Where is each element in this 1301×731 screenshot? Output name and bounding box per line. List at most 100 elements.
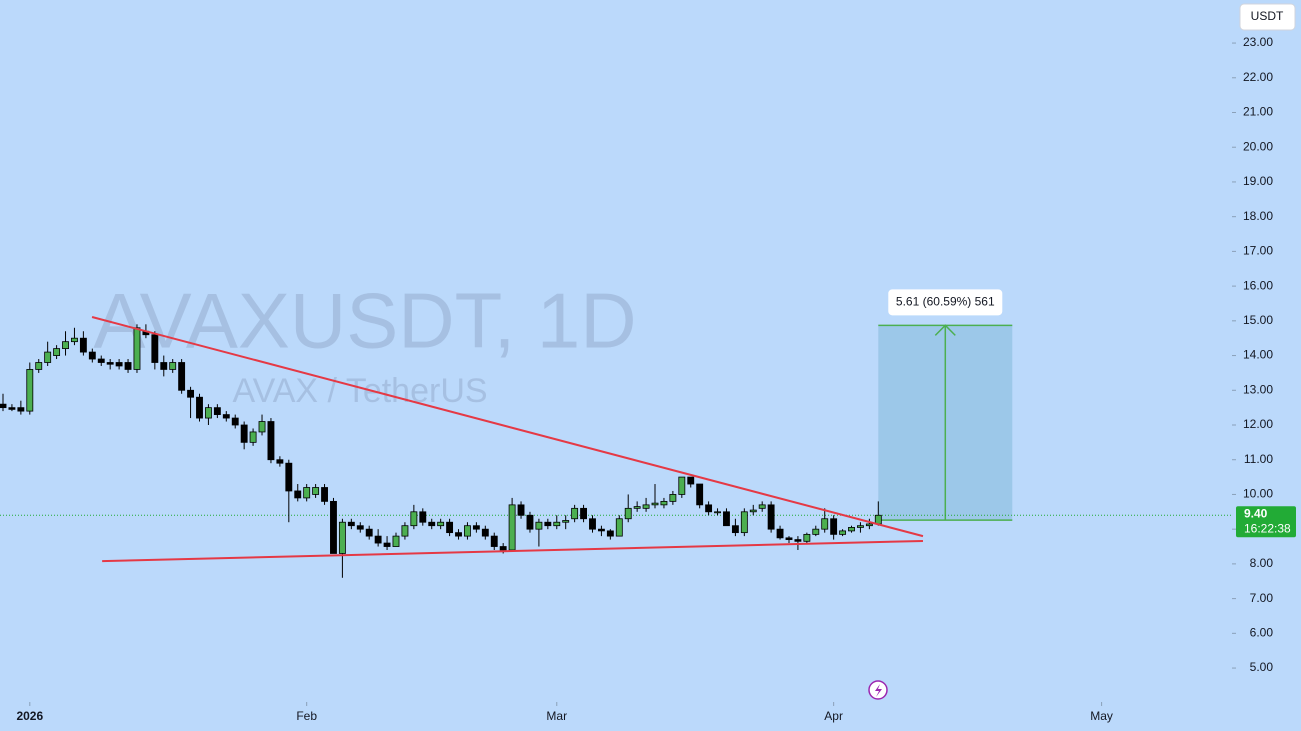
candle-body bbox=[597, 528, 605, 532]
candle-body bbox=[606, 530, 614, 537]
candle-body bbox=[303, 487, 311, 499]
candle-body bbox=[160, 362, 168, 370]
last-price-box bbox=[1236, 506, 1296, 538]
candle-body bbox=[767, 504, 775, 530]
candle-body bbox=[490, 535, 498, 547]
candle-body bbox=[44, 351, 52, 363]
candle-body bbox=[401, 525, 409, 537]
y-tick-label: 7.00 bbox=[1250, 591, 1274, 605]
candle-body bbox=[455, 532, 462, 537]
candle-body bbox=[231, 417, 239, 426]
candle-body bbox=[481, 528, 489, 537]
y-tick-label: 5.00 bbox=[1250, 660, 1274, 674]
y-tick-label: 19.00 bbox=[1243, 174, 1273, 188]
candle-body bbox=[714, 511, 721, 514]
candle-body bbox=[71, 337, 78, 343]
y-tick-label: 6.00 bbox=[1250, 626, 1274, 640]
candle-body bbox=[705, 504, 713, 513]
candle-body bbox=[106, 362, 114, 365]
x-tick-label: 2026 bbox=[16, 709, 43, 723]
events-icon-bolt bbox=[875, 684, 882, 697]
candle-body bbox=[178, 362, 186, 391]
x-tick-label: Mar bbox=[546, 709, 567, 723]
candle-body bbox=[392, 535, 400, 547]
y-tick-label: 8.00 bbox=[1250, 556, 1274, 570]
candle-body bbox=[464, 525, 471, 537]
candle-body bbox=[410, 511, 418, 527]
candle-body bbox=[35, 362, 43, 370]
candle-body bbox=[374, 535, 382, 544]
candle-body bbox=[678, 476, 686, 495]
candle-body bbox=[660, 500, 668, 506]
candle-body bbox=[723, 511, 730, 527]
candle-body bbox=[26, 369, 34, 412]
candle-body bbox=[356, 525, 364, 530]
y-tick-label: 18.00 bbox=[1243, 209, 1273, 223]
candle-body bbox=[97, 358, 105, 363]
candle-body bbox=[857, 525, 864, 528]
candle-body bbox=[294, 490, 302, 499]
candle-body bbox=[330, 500, 337, 554]
candle-body bbox=[115, 362, 123, 367]
candle-body bbox=[222, 414, 230, 419]
y-tick-label: 10.00 bbox=[1243, 487, 1273, 501]
candle-body bbox=[446, 521, 454, 534]
candle-body bbox=[276, 459, 284, 464]
candle-body bbox=[651, 502, 659, 506]
candle-body bbox=[187, 389, 195, 398]
candle-body bbox=[472, 525, 480, 530]
last-price-label: 9.40 bbox=[1244, 506, 1268, 520]
watermark-title: AVAXUSDT, 1D bbox=[93, 277, 636, 365]
y-tick-label: 22.00 bbox=[1243, 70, 1273, 84]
currency-button[interactable] bbox=[1239, 3, 1296, 31]
candle-body bbox=[526, 514, 534, 530]
x-tick-label: Feb bbox=[296, 709, 317, 723]
candle-body bbox=[151, 334, 159, 363]
candle-body bbox=[731, 525, 739, 534]
countdown-label: 16:22:38 bbox=[1244, 521, 1291, 535]
candle-body bbox=[830, 518, 838, 535]
candle-body bbox=[347, 521, 355, 527]
candle-body bbox=[321, 487, 328, 502]
candle-body bbox=[740, 511, 748, 534]
candle-body bbox=[508, 504, 516, 551]
candle-body bbox=[812, 528, 820, 535]
y-tick-label: 13.00 bbox=[1243, 382, 1273, 396]
candle-body bbox=[312, 487, 320, 495]
candle-body bbox=[615, 518, 623, 537]
candle-body bbox=[8, 407, 16, 410]
candle-body bbox=[17, 407, 25, 412]
y-tick-label: 14.00 bbox=[1243, 348, 1273, 362]
candle-body bbox=[249, 431, 257, 443]
candle-body bbox=[88, 351, 96, 360]
candle-body bbox=[285, 462, 293, 492]
range-label: 5.61 (60.59%) 561 bbox=[896, 295, 995, 309]
candle-body bbox=[196, 396, 203, 419]
candle-body bbox=[79, 337, 87, 353]
x-tick-label: Apr bbox=[824, 709, 843, 723]
candle-body bbox=[589, 518, 596, 530]
trend-line bbox=[102, 539, 923, 563]
candle-body bbox=[544, 521, 552, 527]
y-tick-label: 23.00 bbox=[1243, 35, 1273, 49]
y-tick-label: 16.00 bbox=[1243, 278, 1273, 292]
candle-body bbox=[687, 476, 695, 485]
candle-body bbox=[749, 509, 757, 513]
candle-body bbox=[383, 542, 391, 547]
candle-body bbox=[562, 520, 570, 523]
currency-label[interactable]: USDT bbox=[1251, 9, 1284, 23]
y-tick-label: 20.00 bbox=[1243, 139, 1273, 153]
candle-body bbox=[580, 507, 587, 520]
candle-body bbox=[633, 506, 641, 509]
candle-body bbox=[0, 403, 7, 409]
candle-body bbox=[499, 546, 507, 551]
candle-body bbox=[669, 494, 677, 502]
candle-body bbox=[803, 533, 811, 542]
candle-body bbox=[53, 348, 61, 356]
candle-body bbox=[124, 362, 132, 370]
candle-body bbox=[169, 362, 177, 370]
candle-body bbox=[785, 537, 793, 540]
range-arrow-head bbox=[934, 324, 956, 336]
trend-line bbox=[91, 316, 924, 538]
